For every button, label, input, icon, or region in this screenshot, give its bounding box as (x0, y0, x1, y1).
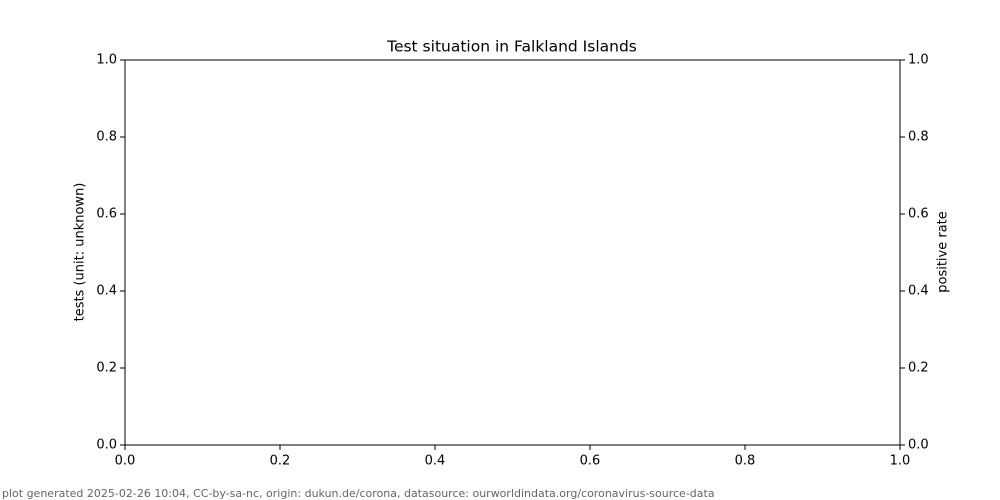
y2-tick-label: 0.6 (908, 207, 929, 222)
x-tick-label: 0.2 (270, 454, 291, 469)
y-tick-label: 0.8 (96, 130, 117, 145)
y2-tick-label: 0.0 (908, 438, 929, 453)
y2-tick-label: 0.8 (908, 130, 929, 145)
x-tick-label: 1.0 (890, 454, 911, 469)
y-tick-label: 1.0 (96, 53, 117, 68)
x-tick-label: 0.8 (735, 454, 756, 469)
x-tick-label: 0.0 (115, 454, 136, 469)
plot-frame (124, 59, 901, 446)
x-tick-label: 0.4 (425, 454, 446, 469)
y-tick-label: 0.2 (96, 361, 117, 376)
footer: plot generated 2025-02-26 10:04, CC-by-s… (2, 487, 715, 500)
y2-tick-label: 1.0 (908, 53, 929, 68)
y2-axis-label: positive rate (936, 211, 951, 293)
y-axis-label: tests (unit: unknown) (73, 183, 88, 322)
y2-tick-label: 0.2 (908, 361, 929, 376)
y-tick-label: 0.0 (96, 438, 117, 453)
x-tick-label: 0.6 (580, 454, 601, 469)
y2-tick-label: 0.4 (908, 284, 929, 299)
y-tick-label: 0.6 (96, 207, 117, 222)
chart-title: Test situation in Falkland Islands (386, 38, 637, 56)
y-tick-label: 0.4 (96, 284, 117, 299)
